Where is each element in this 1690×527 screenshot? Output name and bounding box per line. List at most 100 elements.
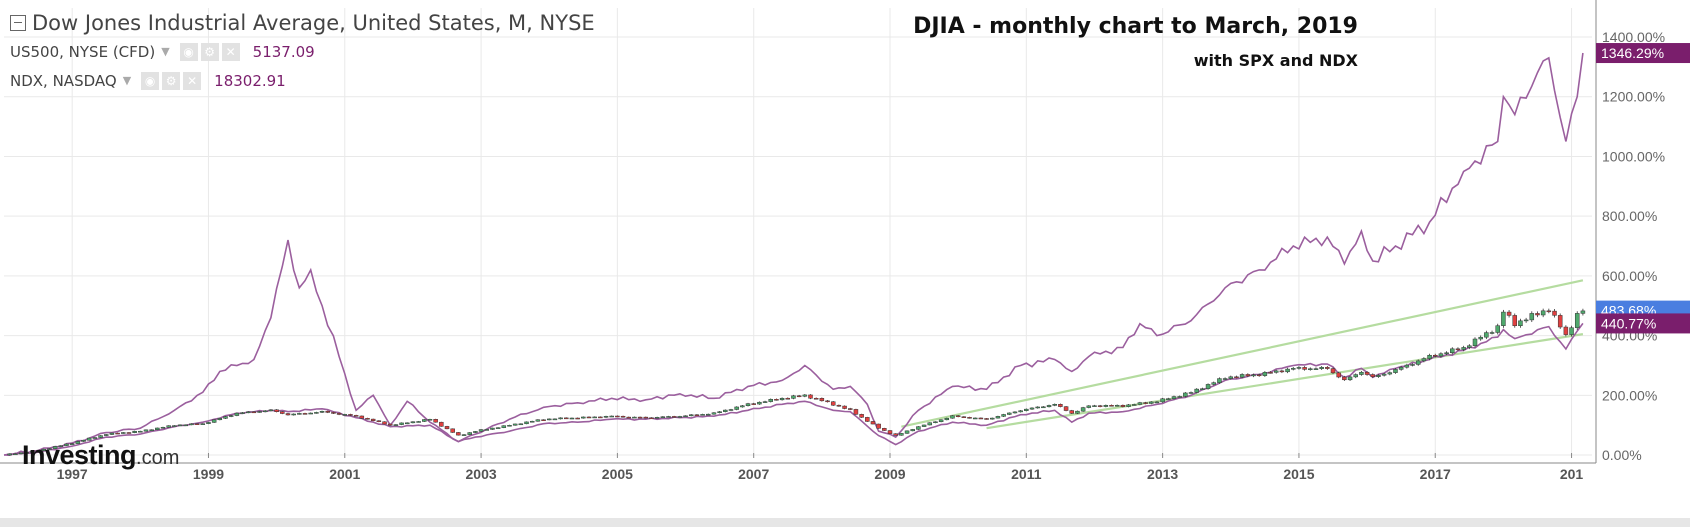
candle-body (1455, 348, 1461, 351)
close-icon[interactable]: ✕ (221, 42, 240, 61)
candle-body (1126, 404, 1131, 407)
close-icon[interactable]: ✕ (183, 71, 202, 90)
candle-body (1217, 378, 1222, 383)
candle-body (126, 432, 132, 434)
investing-logo: Investing.com (22, 440, 179, 471)
candle-body (1404, 364, 1410, 368)
x-tick-label: 1999 (193, 466, 224, 482)
candle-body (632, 416, 637, 419)
candle-body (160, 427, 166, 429)
trendline (901, 279, 1584, 428)
candle-body (359, 415, 365, 419)
candle-body (865, 417, 870, 422)
x-tick-label: 2007 (738, 466, 769, 482)
candle-body (660, 416, 666, 418)
candle-body (35, 450, 41, 452)
x-tick-label: 201 (1560, 466, 1584, 482)
candle-body (637, 416, 643, 419)
candle-body (189, 423, 194, 426)
candle-body (1029, 407, 1035, 410)
candle-body (1359, 371, 1364, 375)
candle-body (1080, 407, 1086, 412)
candle-body (1046, 405, 1052, 408)
candle-body (666, 416, 671, 418)
candle-body (876, 423, 881, 429)
candle-body (1143, 402, 1148, 404)
candle-body (211, 419, 217, 423)
candle-body (194, 423, 200, 426)
candle-body (950, 415, 955, 419)
candle-body (1381, 373, 1387, 376)
gear-icon[interactable]: ⚙ (162, 71, 181, 90)
candle-body (836, 404, 842, 407)
candle-body (98, 435, 103, 438)
candle-body (1200, 388, 1205, 390)
eye-icon[interactable]: ◉ (179, 42, 198, 61)
candle-body (933, 421, 938, 424)
candle-body (1421, 358, 1427, 362)
candle-body (1035, 406, 1040, 409)
candle-body (512, 423, 518, 426)
candle-body (404, 422, 410, 425)
candle-body (319, 411, 325, 413)
candle-body (1370, 374, 1376, 377)
legend-ndx-row: NDX, NASDAQ ▼ ◉ ⚙ ✕ 18302.91 (10, 66, 595, 95)
collapse-icon[interactable] (10, 14, 26, 31)
candle-body (1302, 367, 1307, 370)
candle-body (325, 411, 330, 413)
candle-body (1234, 376, 1239, 379)
candle-body (234, 412, 240, 416)
candle-body (1364, 371, 1370, 375)
price-badge-ndx (1596, 43, 1690, 64)
candle-body (740, 405, 745, 408)
candle-body (643, 416, 649, 419)
candle-body (603, 416, 609, 418)
legend-main-label: Dow Jones Industrial Average, United Sta… (32, 10, 595, 35)
candle-body (955, 415, 961, 417)
candle-body (1518, 320, 1523, 327)
candle-body (1438, 353, 1444, 357)
candle-body (41, 448, 47, 451)
candle-body (1478, 336, 1483, 340)
candle-body (1330, 368, 1336, 374)
legend-us500-label[interactable]: US500, NYSE (CFD) (10, 42, 156, 61)
candle-body (1063, 406, 1069, 411)
candle-body (467, 432, 472, 435)
candle-body (813, 397, 819, 400)
candle-body (365, 418, 370, 420)
candle-body (683, 415, 688, 418)
legend-us500-row: US500, NYSE (CFD) ▼ ◉ ⚙ ✕ 5137.09 (10, 37, 595, 66)
candle-body (1177, 396, 1182, 398)
chart-subtitle: with SPX and NDX (1193, 51, 1358, 70)
candle-body (1024, 408, 1029, 411)
candle-body (92, 437, 98, 439)
candle-body (121, 432, 126, 434)
legend-ndx-label[interactable]: NDX, NASDAQ (10, 71, 117, 90)
candle-body (899, 433, 904, 436)
candle-body (1262, 372, 1268, 376)
candle-body (1012, 411, 1018, 414)
candle-body (1154, 401, 1160, 404)
candle-body (240, 412, 245, 414)
candle-body (217, 418, 223, 421)
candle-body (1313, 368, 1319, 370)
candle-body (808, 394, 813, 399)
candle-body (297, 413, 302, 415)
chevron-down-icon[interactable]: ▼ (122, 74, 132, 87)
candle-body (24, 452, 29, 454)
gear-icon[interactable]: ⚙ (200, 42, 219, 61)
candle-body (620, 415, 626, 418)
candle-body (1546, 310, 1552, 313)
x-tick-label: 1997 (57, 466, 88, 482)
candle-body (796, 395, 802, 398)
candle-body (1376, 375, 1381, 377)
candle-body (1308, 368, 1313, 370)
chevron-down-icon[interactable]: ▼ (161, 45, 170, 58)
candle-body (370, 418, 376, 421)
candle-body (353, 415, 359, 417)
candle-body (615, 415, 620, 418)
trendlines (901, 279, 1584, 430)
candle-body (1552, 310, 1557, 316)
eye-icon[interactable]: ◉ (141, 71, 160, 90)
candle-body (842, 405, 847, 409)
